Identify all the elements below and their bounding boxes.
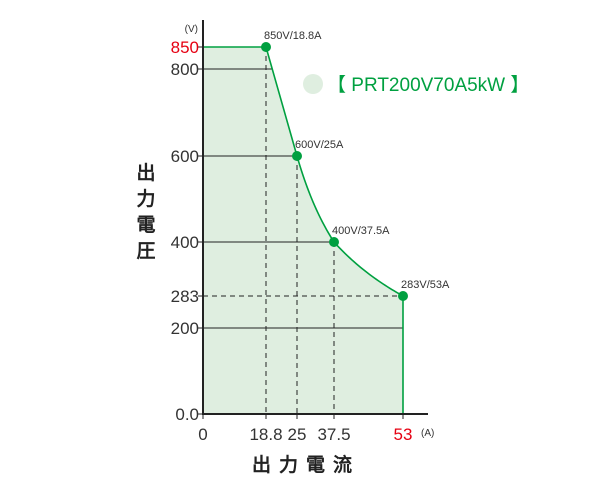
y-tick-label: 600 xyxy=(171,147,199,166)
data-point-label: 400V/37.5A xyxy=(332,225,390,237)
x-unit-label: (A) xyxy=(421,428,434,439)
data-point xyxy=(398,291,408,301)
data-point xyxy=(292,151,302,161)
x-axis-label: 出力電流 xyxy=(252,454,361,476)
x-tick-label: 25 xyxy=(288,425,307,444)
y-tick-label: 0.0 xyxy=(175,405,199,424)
series-line xyxy=(202,46,404,414)
y-tick-label: 400 xyxy=(171,233,199,252)
y-tick-label: 800 xyxy=(171,60,199,79)
operating-area xyxy=(203,47,403,414)
x-tick-label: 37.5 xyxy=(317,425,350,444)
data-point xyxy=(261,42,271,52)
chart-title: 【 PRT200V70A5kW 】 xyxy=(327,75,530,96)
y-unit-label: (V) xyxy=(185,24,198,35)
data-point-label: 283V/53A xyxy=(401,279,450,291)
x-tick-label: 18.8 xyxy=(249,425,282,444)
y-tick-label: 200 xyxy=(171,319,199,338)
x-tick-label: 0 xyxy=(198,425,207,444)
y-tick-label: 283 xyxy=(171,287,199,306)
data-point xyxy=(329,237,339,247)
y-tick-label: 850 xyxy=(171,38,199,57)
data-point-label: 850V/18.8A xyxy=(264,30,322,42)
y-axis-label: 出力電圧 xyxy=(136,162,156,262)
legend-swatch xyxy=(303,73,323,94)
x-tick-label: 53 xyxy=(394,425,413,444)
legend: 【 PRT200V70A5kW 】 xyxy=(303,70,529,97)
data-point-label: 600V/25A xyxy=(295,139,344,151)
